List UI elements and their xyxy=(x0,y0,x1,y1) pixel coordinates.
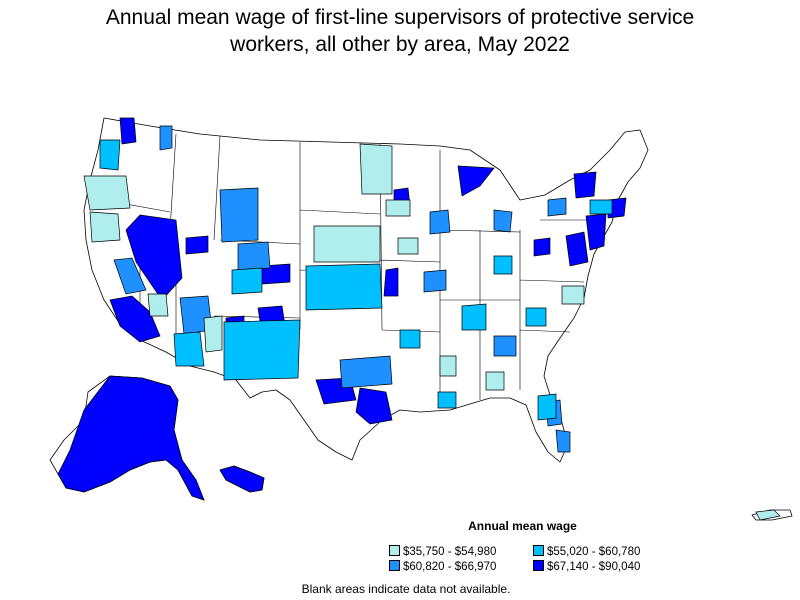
title-line-1: Annual mean wage of first-line superviso… xyxy=(105,6,695,29)
legend-item-tier-2: $55,020 - $60,780 xyxy=(533,545,640,559)
legend-label-tier-2: $55,020 - $60,780 xyxy=(547,546,641,558)
legend-label-tier-1: $35,750 - $54,980 xyxy=(403,546,497,558)
legend-item-tier-1: $35,750 - $54,980 xyxy=(389,545,496,559)
areas-tier-2 xyxy=(99,139,613,421)
us-map xyxy=(49,117,793,521)
footnote: Blank areas indicate data not available. xyxy=(301,582,511,596)
areas-tier-1 xyxy=(83,143,781,521)
legend-swatch-tier-4 xyxy=(533,560,544,571)
page-title: Annual mean wage of first-line superviso… xyxy=(0,4,800,58)
legend-swatch-tier-1 xyxy=(389,545,400,556)
legend-swatch-tier-3 xyxy=(389,560,400,571)
legend-item-tier-3: $60,820 - $66,970 xyxy=(389,560,496,574)
legend-title: Annual mean wage xyxy=(468,519,577,533)
legend-swatch-tier-2 xyxy=(533,545,544,556)
legend-label-tier-4: $67,140 - $90,040 xyxy=(547,561,641,573)
legend-label-tier-3: $60,820 - $66,970 xyxy=(403,561,497,573)
areas-tier-3 xyxy=(113,125,571,453)
legend-item-tier-4: $67,140 - $90,040 xyxy=(533,560,640,574)
title-line-2: workers, all other by area, May 2022 xyxy=(230,33,570,56)
